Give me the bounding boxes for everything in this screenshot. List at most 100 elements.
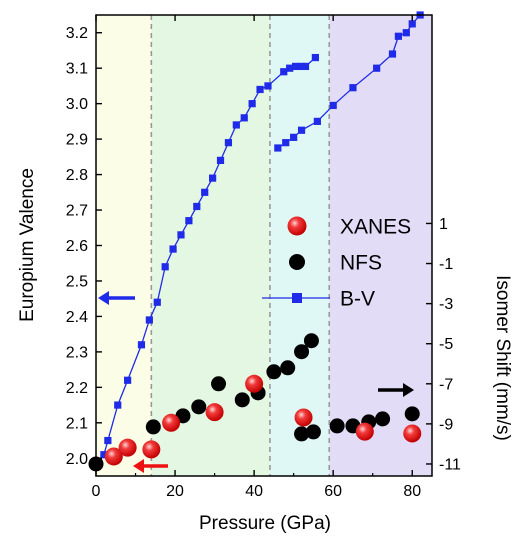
- bv-point-1-7: [373, 64, 381, 72]
- bv-point-1-6: [349, 84, 357, 92]
- bv-point-0-3: [114, 401, 122, 409]
- bv-point-0-2: [104, 436, 112, 445]
- nfs-point-4: [211, 376, 227, 392]
- y-tick-label-7: 2.7: [66, 203, 88, 220]
- bv-point-1-0: [274, 144, 282, 152]
- y2-tick-label-0: -11: [439, 456, 461, 473]
- y-tick-label-3: 2.3: [66, 344, 88, 361]
- bv-point-0-1: [100, 451, 108, 459]
- legend-marker: [287, 216, 307, 236]
- y-tick-label-5: 2.5: [66, 273, 88, 290]
- nfs-point-7: [266, 364, 282, 380]
- nfs-point-11: [294, 426, 310, 442]
- bv-point-1-4: [313, 117, 321, 125]
- y-tick-label-4: 2.4: [66, 309, 88, 326]
- xanes-point-2: [142, 440, 161, 459]
- xanes-point-4: [205, 403, 224, 422]
- bv-point-0-7: [153, 298, 161, 306]
- y2-tick-label-4: -3: [439, 296, 453, 313]
- nfs-point-9: [294, 344, 310, 360]
- y2-tick-label-1: -9: [439, 416, 453, 433]
- y-tick-label-0: 2.0: [66, 451, 88, 468]
- x-tick-label-3: 60: [324, 483, 342, 500]
- region-3: [329, 15, 432, 476]
- bottom-red-arrow: [133, 459, 168, 473]
- y-axis-title: Europium Valence: [17, 168, 38, 322]
- y2-tick-label-3: -5: [439, 336, 453, 353]
- x-tick-label-4: 80: [403, 483, 421, 500]
- tick-labels: 0 20 40 60 80 2.0 2.1 2.2 2.3 2.4 2.5 2.6 2.7 2.8 2.9 3…: [66, 25, 461, 500]
- legend-item-bv: B-V: [262, 288, 375, 311]
- legend: XANES NFS B-V: [262, 216, 411, 311]
- left-axis-arrow: [98, 291, 135, 305]
- axis-arrows: [98, 291, 414, 473]
- bv-point-0-27: [311, 53, 319, 62]
- data-markers: [88, 11, 424, 472]
- y-tick-label-12: 3.2: [66, 25, 88, 42]
- x-axis-title: Pressure (GPa): [199, 513, 331, 534]
- bv-point-1-11: [408, 20, 416, 28]
- y-tick-label-6: 2.6: [66, 238, 88, 255]
- xanes-point-5: [245, 374, 264, 393]
- bv-point-1-1: [282, 139, 290, 147]
- bv-point-1-2: [290, 133, 298, 141]
- x-tick-label-2: 40: [245, 483, 263, 500]
- xanes-point-3: [162, 413, 181, 432]
- legend-item-nfs: NFS: [289, 252, 382, 275]
- nfs-point-12: [305, 424, 321, 440]
- bv-point-0-14: [209, 174, 217, 182]
- bv-point-0-21: [264, 82, 272, 90]
- region-0: [96, 15, 152, 476]
- y-tick-label-9: 2.9: [66, 132, 88, 149]
- legend-label: XANES: [340, 216, 411, 239]
- y2-tick-label-5: -1: [439, 256, 453, 273]
- xanes-point-6: [294, 408, 313, 427]
- bv-point-1-5: [329, 101, 337, 110]
- y-tick-label-2: 2.2: [66, 380, 88, 397]
- nfs-point-10: [303, 333, 319, 349]
- bv-point-0-6: [145, 316, 153, 324]
- bv-point-1-9: [394, 32, 402, 40]
- bv-point-0-12: [193, 202, 201, 211]
- legend-item-xanes: XANES: [287, 216, 411, 239]
- bv-point-0-24: [292, 62, 300, 71]
- y2-tick-label-6: 1: [439, 216, 448, 233]
- region-2: [269, 15, 330, 476]
- bv-point-0-9: [169, 245, 177, 253]
- xanes-point-8: [403, 424, 422, 443]
- legend-marker: [289, 254, 305, 270]
- bv-point-1-10: [402, 29, 410, 37]
- right-axis-arrow: [378, 383, 414, 397]
- y-tick-label-1: 2.1: [66, 415, 88, 432]
- nfs-point-16: [375, 411, 391, 427]
- y-tick-label-8: 2.8: [66, 167, 88, 184]
- xanes-point-1: [118, 438, 137, 457]
- y-tick-label-11: 3.1: [66, 61, 88, 78]
- bv-point-0-8: [161, 263, 169, 271]
- bv-point-0-17: [232, 121, 240, 129]
- nfs-point-13: [329, 418, 345, 434]
- x-tick-label-1: 20: [166, 483, 184, 500]
- x-tick-label-0: 0: [92, 483, 101, 500]
- bv-point-0-25: [297, 62, 306, 71]
- bv-point-0-18: [240, 114, 248, 122]
- legend-marker: [292, 293, 302, 303]
- xanes-point-7: [355, 422, 374, 441]
- nfs-point-17: [404, 406, 420, 422]
- bv-point-0-10: [177, 231, 185, 239]
- nfs-point-8: [280, 360, 296, 376]
- y-tick-label-10: 3.0: [66, 96, 88, 113]
- bv-point-0-15: [216, 156, 225, 164]
- y2-axis-title: Isomer Shift (mm/s): [492, 275, 513, 441]
- bv-point-0-16: [224, 139, 233, 147]
- bv-point-0-22: [280, 68, 288, 76]
- nfs-point-5: [234, 392, 250, 408]
- bv-point-0-19: [248, 100, 256, 108]
- bv-point-1-3: [297, 126, 306, 134]
- xanes-point-0: [104, 447, 123, 466]
- bv-point-0-5: [137, 341, 146, 349]
- region-boundaries: [150, 15, 331, 476]
- bv-point-0-11: [185, 217, 193, 225]
- axis-ticks: [95, 15, 432, 476]
- pressure-regions: [96, 15, 432, 476]
